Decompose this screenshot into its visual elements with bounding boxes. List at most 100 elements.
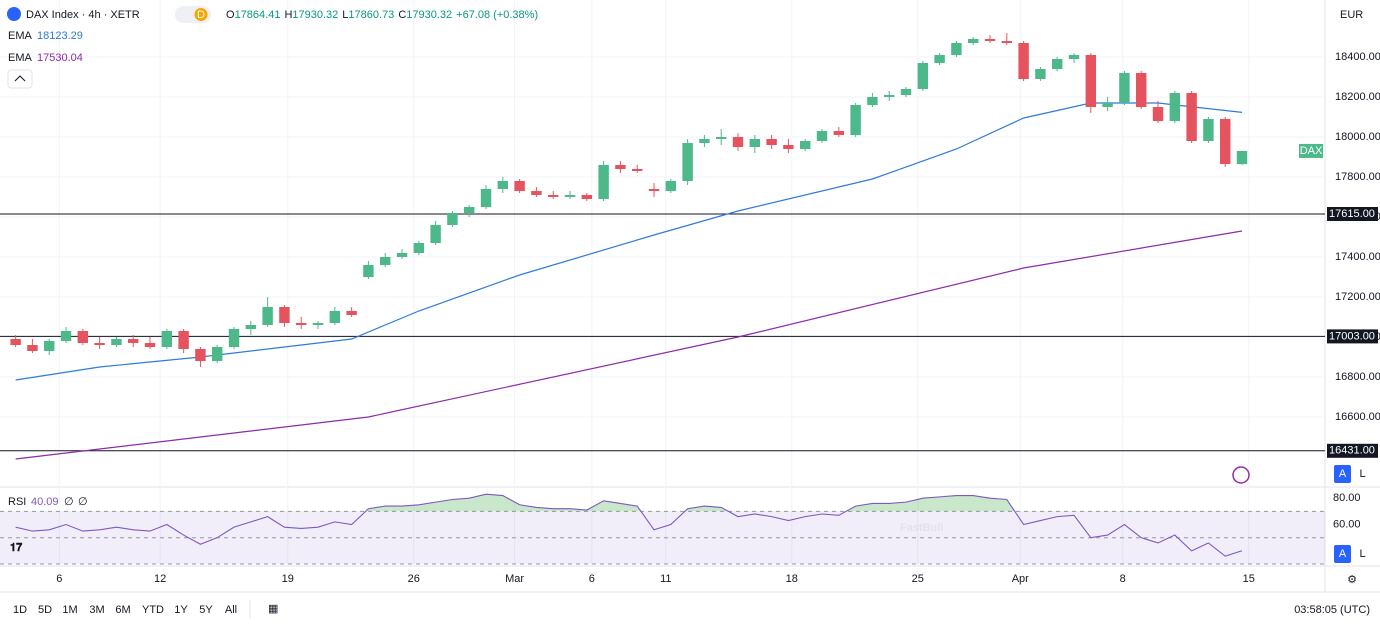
alert-icon[interactable] [1232,466,1250,484]
candle-body [1068,55,1080,59]
candle-body [430,225,441,243]
rsi-name: RSI [8,496,26,508]
scale-button-bg[interactable] [1334,465,1351,483]
candle-body [951,43,962,55]
x-tick-label: 15 [1243,573,1255,585]
ema-line [15,230,1243,460]
rsi-value: 40.09 [31,496,59,508]
ohlc-value: 17930.32 [292,9,338,21]
x-tick-label: 11 [660,573,671,585]
y-tick-label: 16800.00 [1335,371,1380,383]
scale-button-bg[interactable] [1354,545,1371,563]
range-button[interactable]: All [225,604,237,616]
legend-name: EMA [8,52,33,64]
candle-body [1152,107,1164,121]
scale-button-bg[interactable] [1354,465,1371,483]
collapse-icon [14,75,26,82]
candle-body [312,323,324,325]
candle-body [934,55,945,63]
symbol-tag-bg [1299,143,1323,158]
ohlc-prefix: L [342,9,348,21]
range-button[interactable]: 1Y [174,604,188,616]
candle-body [1186,93,1197,141]
x-tick-label: 26 [408,573,420,585]
ohlc-prefix: O [226,9,235,21]
interval-badge: D [197,9,205,21]
candle-body [228,329,240,347]
scale-button[interactable]: A [1339,468,1347,480]
candle-body [833,131,845,135]
candle-body [1102,103,1113,107]
range-button[interactable]: 1M [62,604,77,616]
candle-body [581,195,593,199]
scale-button[interactable]: L [1359,548,1365,560]
candle-body [111,339,122,345]
candle-body [682,143,693,181]
candle-body [783,145,794,149]
x-tick-label: Mar [505,573,524,585]
candle-body [178,331,189,349]
candle-body [1136,73,1147,107]
candle-body [867,97,878,105]
candle-body [699,139,710,143]
price-pane [0,33,1325,460]
level-label: 17003.00 [1329,330,1375,342]
range-button[interactable]: 5Y [199,604,213,616]
candle-body [464,207,475,213]
candle-body [1203,119,1214,141]
candle-body [279,307,290,323]
symbol-tag: DAX [1300,145,1323,157]
candle-body [346,311,357,315]
ohlc-prefix: H [284,9,292,21]
chart-title: DAX Index · 4h · XETR [26,9,140,21]
candle-body [1001,41,1013,43]
candle-body [480,189,492,207]
x-tick-label: 18 [786,573,798,585]
collapse-button[interactable] [7,69,33,89]
candle-body [363,265,374,277]
level-label: 17615.00 [1329,208,1375,220]
range-button[interactable]: 3M [89,604,104,616]
candle-body [665,181,677,191]
candle-body [615,165,626,169]
y-tick-label: 18200.00 [1335,91,1380,103]
candle-body [850,105,861,135]
candle-body [749,139,761,147]
candle-body [10,339,21,345]
ohlc-value: 17860.73 [348,9,394,21]
scale-button[interactable]: L [1359,468,1365,480]
ohlc-prefix: C [398,9,406,21]
candle-body [1035,69,1046,79]
candle-body [329,311,341,323]
level-label-bg [1327,443,1378,458]
candle-body [447,213,458,225]
x-tick-label: 6 [589,573,595,585]
candle-body [497,181,509,189]
currency: EUR [1340,9,1363,21]
candle-body [716,137,727,139]
candle-body [968,39,979,43]
range-button[interactable]: YTD [142,604,164,616]
calendar-icon[interactable]: ▦ [268,603,278,615]
candle-body [262,307,273,325]
candle-body [514,181,525,191]
scale-button-bg[interactable] [1334,545,1351,563]
candle-body [195,349,206,361]
candle-body [732,137,744,147]
rsi-param: ∅ [78,496,88,508]
range-button[interactable]: 1D [13,604,27,616]
settings-icon[interactable]: ⚙ [1347,574,1357,586]
candle-body [245,325,257,329]
candle-body [396,253,408,257]
scale-button[interactable]: A [1339,548,1347,560]
rsi-band [0,511,1325,565]
candle-body [1220,119,1231,164]
range-button[interactable]: 6M [115,604,130,616]
range-button[interactable]: 5D [38,604,52,616]
candle-body [77,331,89,343]
clock: 03:58:05 (UTC) [1294,604,1370,616]
candle-body [900,89,912,95]
x-tick-label: 6 [56,573,62,585]
